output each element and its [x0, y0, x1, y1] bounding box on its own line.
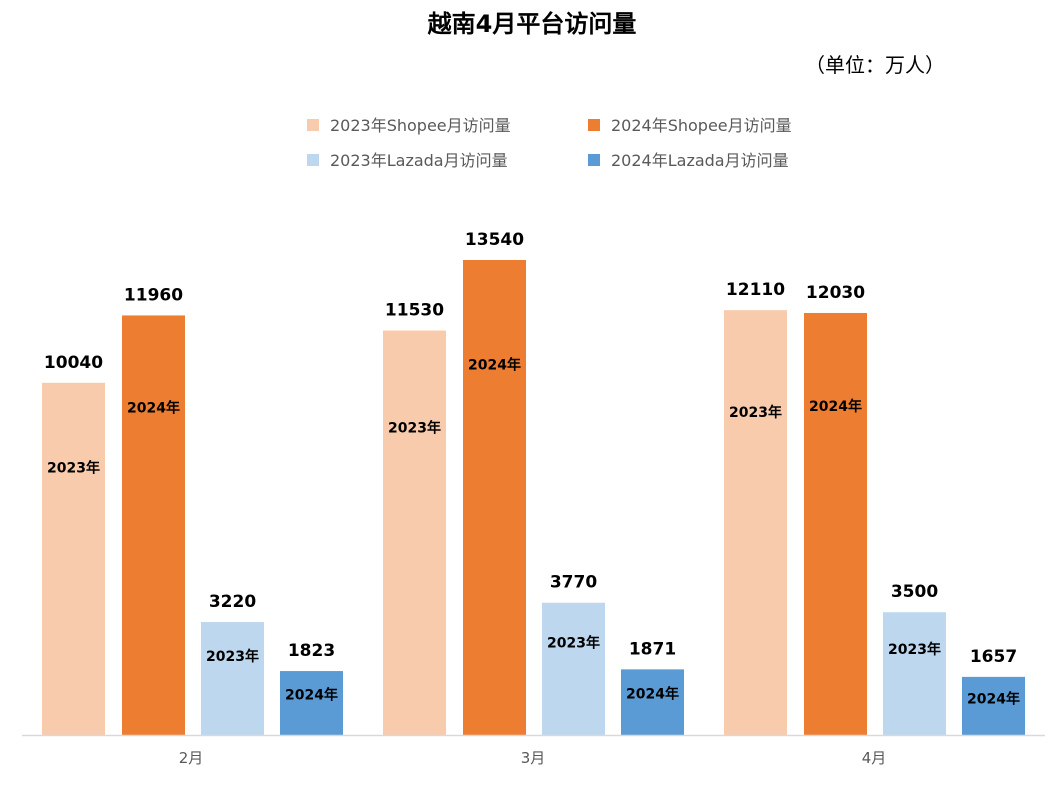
bar-year-label: 2024年	[967, 690, 1020, 707]
data-label: 3500	[891, 582, 938, 602]
data-label: 1823	[288, 641, 335, 661]
legend-label: 2023年Shopee月访问量	[330, 116, 511, 135]
data-label: 12110	[726, 280, 785, 300]
legend-label: 2024年Shopee月访问量	[611, 116, 792, 135]
bar	[883, 612, 946, 735]
bar-year-label: 2023年	[388, 420, 441, 437]
data-label: 1657	[970, 647, 1017, 667]
data-label: 10040	[44, 353, 103, 373]
bar-year-label: 2023年	[47, 459, 100, 476]
category-label: 3月	[521, 749, 546, 767]
bar-year-label: 2023年	[206, 648, 259, 665]
data-label: 11530	[385, 301, 444, 321]
legend-swatch	[307, 119, 319, 131]
data-label: 12030	[806, 283, 865, 303]
bar	[463, 260, 526, 735]
bar	[201, 622, 264, 735]
bars-group: 10040 2023年 11960 2024年 3220 2023年 1823 2024年 11…	[42, 230, 1025, 735]
bar-year-label: 2024年	[626, 686, 679, 703]
data-label: 3770	[550, 573, 597, 593]
category-labels: 2月 3月 4月	[179, 749, 887, 767]
bar-year-label: 2024年	[809, 398, 862, 415]
data-label: 11960	[124, 285, 183, 305]
legend-swatch	[588, 154, 600, 166]
bar-year-label: 2023年	[888, 641, 941, 658]
chart-title: 越南4月平台访问量	[428, 10, 637, 38]
bar-year-label: 2024年	[285, 687, 338, 704]
data-label: 13540	[465, 230, 524, 250]
bar-year-label: 2023年	[547, 634, 600, 651]
legend-label: 2024年Lazada月访问量	[611, 151, 789, 170]
bar	[724, 310, 787, 735]
bar	[122, 315, 185, 735]
legend-swatch	[588, 119, 600, 131]
legend-swatch	[307, 154, 319, 166]
bar-year-label: 2023年	[729, 404, 782, 421]
unit-note: （单位：万人）	[805, 53, 945, 77]
bar	[804, 312, 867, 735]
category-label: 2月	[179, 749, 204, 767]
bar	[383, 330, 446, 735]
bar	[962, 676, 1025, 735]
legend: 2023年Shopee月访问量 2024年Shopee月访问量 2023年Lazad…	[307, 116, 792, 170]
legend-label: 2023年Lazada月访问量	[330, 151, 508, 170]
bar	[621, 669, 684, 735]
bar-year-label: 2024年	[468, 357, 521, 374]
data-label: 1871	[629, 639, 676, 659]
bar	[42, 382, 105, 735]
bar	[542, 602, 605, 735]
bar-year-label: 2024年	[127, 400, 180, 417]
data-label: 3220	[209, 592, 256, 612]
category-label: 4月	[862, 749, 887, 767]
bar	[280, 671, 343, 735]
